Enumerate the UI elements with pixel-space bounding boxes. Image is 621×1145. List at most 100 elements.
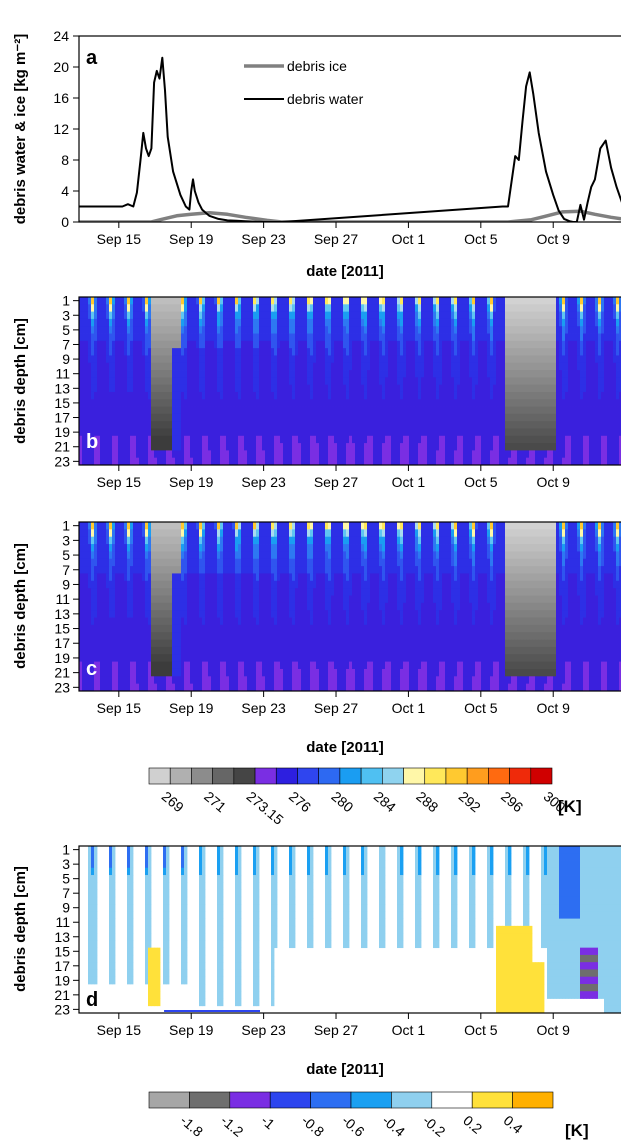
heatmap-cell: [82, 407, 85, 415]
heatmap-cell: [256, 341, 259, 349]
heatmap-cell: [442, 414, 445, 422]
heatmap-cell: [220, 414, 223, 422]
heatmap-cell: [223, 458, 226, 466]
heatmap-cell: [196, 428, 199, 436]
heatmap-cell: [520, 436, 523, 444]
heatmap-cell: [460, 319, 463, 327]
heatmap-cell: [307, 443, 310, 451]
heatmap-cell: [142, 603, 145, 611]
heatmap-cell: [106, 385, 109, 393]
heatmap-cell: [547, 407, 550, 415]
heatmap-cell: [145, 399, 148, 407]
heatmap-cell: [451, 436, 454, 444]
heatmap-cell: [418, 421, 421, 429]
heatmap-cell: [418, 385, 421, 393]
heatmap-cell: [262, 348, 265, 356]
heatmap-cell: [343, 304, 346, 312]
heatmap-cell: [301, 326, 304, 334]
heatmap-cell: [595, 385, 598, 393]
heatmap-cell: [316, 385, 319, 393]
heatmap-cell: [94, 625, 97, 633]
heatmap-cell: [538, 304, 541, 312]
heatmap-cell: [589, 450, 592, 458]
heatmap-cell: [508, 377, 511, 385]
heatmap-cell: [172, 669, 175, 677]
heatmap-cell: [409, 443, 412, 451]
heatmap-cell: [526, 450, 529, 458]
heatmap-cell: [406, 319, 409, 327]
heatmap-cell: [115, 640, 118, 648]
heatmap-cell: [214, 407, 217, 415]
heatmap-cell: [142, 414, 145, 422]
heatmap-cell: [289, 428, 292, 436]
heatmap-cell: [433, 304, 436, 312]
heatmap-cell: [472, 341, 475, 349]
heatmap-cell: [100, 573, 103, 581]
heatmap-cell: [403, 297, 406, 305]
heatmap-cell: [370, 414, 373, 422]
heatmap-cell: [265, 450, 268, 458]
heatmap-cell: [250, 348, 253, 356]
heatmap-cell: [94, 632, 97, 640]
heatmap-cell: [124, 559, 127, 567]
heatmap-cell: [148, 348, 151, 356]
heatmap-cell: [127, 355, 130, 363]
heatmap-cell: [145, 392, 148, 400]
heatmap-cell: [148, 537, 151, 545]
heatmap-cell: [451, 348, 454, 356]
heatmap-cell: [160, 625, 163, 633]
heatmap-cell: [448, 348, 451, 356]
heatmap-cell: [133, 625, 136, 633]
heatmap-cell: [337, 341, 340, 349]
heatmap-cell: [391, 450, 394, 458]
heatmap-cell: [97, 603, 100, 611]
heatmap-cell: [136, 370, 139, 378]
heatmap-cell: [418, 407, 421, 415]
heatmap-cell: [460, 312, 463, 320]
heatmap-cell: [439, 385, 442, 393]
heatmap-cell: [286, 304, 289, 312]
heatmap-cell: [574, 399, 577, 407]
heatmap-cell: [103, 377, 106, 385]
heatmap-cell: [130, 414, 133, 422]
heatmap-cell: [451, 458, 454, 466]
heatmap-cell: [397, 443, 400, 451]
heatmap-cell: [610, 458, 613, 466]
heatmap-cell: [574, 297, 577, 305]
heatmap-cell: [112, 355, 115, 363]
heatmap-cell: [259, 407, 262, 415]
heatmap-cell: [310, 348, 313, 356]
heatmap-cell: [148, 399, 151, 407]
heatmap-cell: [271, 399, 274, 407]
heatmap-cell: [283, 385, 286, 393]
heatmap-cell: [280, 319, 283, 327]
heatmap-cell: [262, 428, 265, 436]
heatmap-cell: [232, 334, 235, 342]
heatmap-cell: [559, 377, 562, 385]
heatmap-cell: [490, 312, 493, 320]
heatmap-cell: [319, 355, 322, 363]
heatmap-cell: [166, 443, 169, 451]
heatmap-cell: [433, 312, 436, 320]
heatmap-cell: [145, 304, 148, 312]
heatmap-cell: [247, 370, 250, 378]
heatmap-cell: [508, 370, 511, 378]
heatmap-cell: [568, 363, 571, 371]
heatmap-cell: [415, 443, 418, 451]
heatmap-cell: [388, 421, 391, 429]
heatmap-cell: [319, 392, 322, 400]
heatmap-cell: [388, 377, 391, 385]
heatmap-cell: [238, 355, 241, 363]
heatmap-cell: [532, 304, 535, 312]
heatmap-cell: [262, 370, 265, 378]
heatmap-cell: [397, 326, 400, 334]
heatmap-cell: [277, 385, 280, 393]
heatmap-cell: [112, 559, 115, 567]
heatmap-cell: [535, 450, 538, 458]
heatmap-cell: [274, 385, 277, 393]
heatmap-cell: [235, 385, 238, 393]
heatmap-cell: [124, 450, 127, 458]
heatmap-cell: [379, 304, 382, 312]
heatmap-cell: [484, 363, 487, 371]
heatmap-cell: [616, 377, 619, 385]
